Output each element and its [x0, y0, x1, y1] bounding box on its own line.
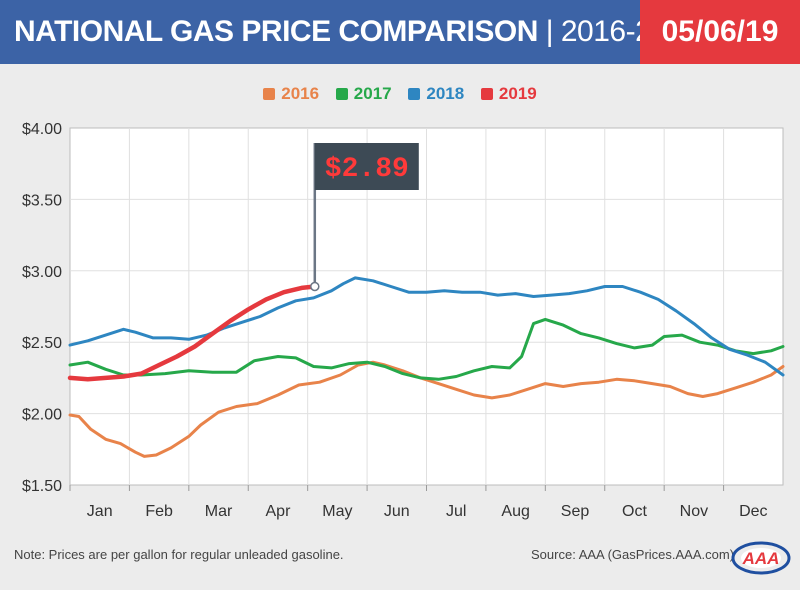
header-bar: NATIONAL GAS PRICE COMPARISON | 2016-201… [0, 0, 800, 64]
x-tick-label: Mar [205, 503, 233, 520]
x-tick-label: Oct [622, 503, 647, 520]
legend-item-2017: 2017 [335, 84, 392, 104]
legend-item-2019: 2019 [480, 84, 537, 104]
x-tick-label: Dec [739, 503, 767, 520]
x-tick-label: May [322, 503, 352, 520]
legend-label-2017: 2017 [353, 84, 392, 103]
date-badge: 05/06/19 [640, 0, 800, 64]
y-tick-label: $1.50 [22, 478, 62, 495]
legend-swatch-2017 [335, 88, 348, 100]
x-tick-label: Nov [680, 503, 708, 520]
aaa-logo: AAA [731, 541, 791, 575]
x-tick-label: Apr [266, 503, 292, 520]
y-tick-label: $3.00 [22, 264, 62, 281]
title-main: NATIONAL GAS PRICE COMPARISON [14, 15, 538, 48]
logo-text: AAA [742, 549, 780, 568]
x-tick-label: Jun [384, 503, 410, 520]
legend-label-2018: 2018 [426, 84, 465, 103]
callout-marker [310, 281, 320, 292]
y-tick-label: $3.50 [22, 192, 62, 209]
legend-item-2018: 2018 [408, 84, 464, 104]
series-line-2019 [67, 284, 318, 382]
x-tick-label: Aug [501, 503, 529, 520]
x-tick-label: Jul [446, 503, 466, 520]
legend-item-2016: 2016 [263, 84, 319, 104]
x-tick-label: Sep [561, 503, 590, 520]
legend: 2016 2017 2018 2019 [0, 84, 800, 104]
title-separator: | [545, 15, 554, 48]
footer-note: Note: Prices are per gallon for regular … [14, 547, 344, 562]
footer-source: Source: AAA (GasPrices.AAA.com) [531, 547, 735, 562]
y-tick-label: $4.00 [22, 121, 62, 138]
y-tick-label: $2.50 [22, 335, 62, 352]
legend-swatch-2016 [263, 88, 276, 100]
series-line-2017 [68, 317, 785, 381]
series-line-2018 [68, 276, 785, 377]
x-tick-label: Jan [87, 503, 113, 520]
callout-flag [314, 143, 419, 190]
legend-label-2016: 2016 [281, 84, 320, 103]
x-tick-label: Feb [145, 503, 173, 520]
y-tick-label: $2.00 [22, 407, 62, 424]
legend-label-2019: 2019 [498, 84, 537, 103]
legend-swatch-2018 [408, 88, 421, 100]
callout-value: $2.89 [325, 154, 409, 185]
legend-swatch-2019 [480, 88, 493, 100]
